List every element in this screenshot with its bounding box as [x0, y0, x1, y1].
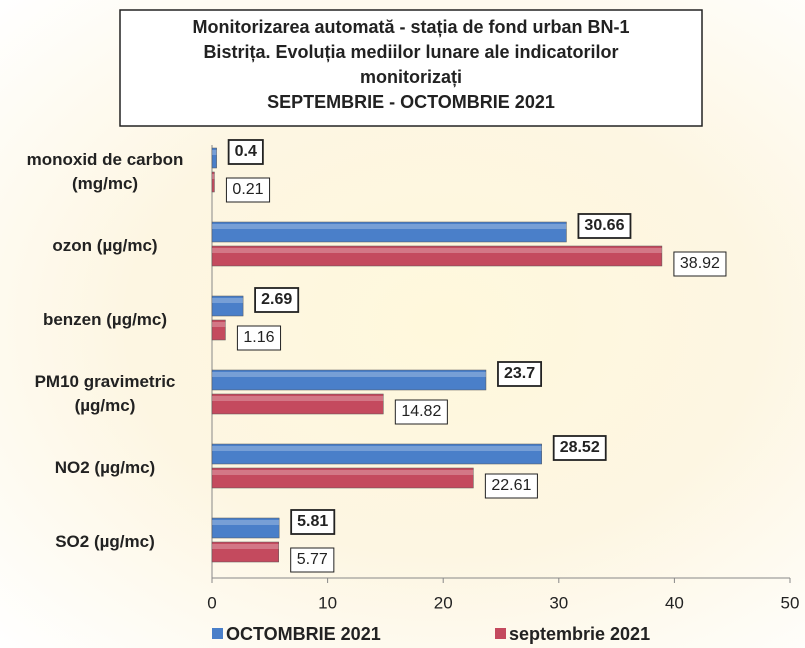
- bar: [211, 541, 279, 563]
- x-tick-label: 40: [665, 593, 684, 612]
- y-tick-label: PM10 gravimetric (µg/mc): [34, 372, 176, 415]
- bar-shine: [212, 248, 662, 253]
- data-label-box: [577, 213, 632, 239]
- y-tick-label: ozon (µg/mc): [52, 236, 158, 255]
- legend-swatch: [212, 628, 223, 639]
- bar-shine: [212, 224, 567, 229]
- legend-label: OCTOMBRIE 2021: [226, 624, 381, 644]
- x-tick-label: 0: [207, 593, 216, 612]
- x-tick-label: 50: [781, 593, 800, 612]
- data-label-box: [236, 325, 282, 351]
- bar: [211, 319, 226, 341]
- data-label: 0.4: [235, 143, 257, 160]
- data-label: 2.69: [261, 291, 292, 308]
- data-label: 30.66: [584, 217, 624, 234]
- bar-shine: [212, 322, 226, 327]
- bar-shine: [212, 446, 542, 451]
- bar: [211, 245, 663, 267]
- data-label-box: [290, 509, 336, 535]
- bar: [211, 443, 542, 465]
- bar-shine: [212, 544, 279, 549]
- bar: [211, 147, 217, 169]
- y-tick-label: SO2 (µg/mc): [55, 532, 155, 551]
- x-tick-label: 10: [318, 593, 337, 612]
- x-tick-label: 20: [434, 593, 453, 612]
- data-label: 28.52: [560, 439, 600, 456]
- data-label-box: [552, 435, 607, 461]
- bar: [211, 517, 280, 539]
- bar: [211, 467, 474, 489]
- data-label-box: [254, 287, 300, 313]
- chart-title: SEPTEMBRIE - OCTOMBRIE 2021: [267, 92, 555, 112]
- y-tick-label: NO2 (µg/mc): [54, 458, 156, 477]
- bar-shine: [212, 520, 280, 525]
- bar: [211, 171, 215, 193]
- bar: [211, 221, 567, 243]
- bar-shine: [212, 298, 244, 303]
- chart-title: Monitorizarea automată - stația de fond …: [192, 17, 629, 37]
- data-label-box: [497, 361, 543, 387]
- data-label-box: [290, 547, 335, 573]
- data-label: 5.77: [297, 551, 328, 568]
- data-label: 23.7: [504, 365, 535, 382]
- bar-shine: [212, 396, 384, 401]
- data-label-box: [673, 251, 727, 277]
- data-label: 5.81: [297, 513, 328, 530]
- data-label: 14.82: [401, 403, 441, 420]
- data-label: 22.61: [491, 477, 531, 494]
- bar: [211, 369, 487, 391]
- data-label-box: [227, 139, 264, 165]
- bar: [211, 393, 384, 415]
- bar-shine: [212, 470, 474, 475]
- legend-label: septembrie 2021: [509, 624, 650, 644]
- title-box: [119, 9, 703, 127]
- data-label-box: [394, 399, 448, 425]
- bar-shine: [212, 372, 486, 377]
- x-tick-label: 30: [549, 593, 568, 612]
- data-label-box: [484, 473, 538, 499]
- bar: [211, 295, 244, 317]
- chart-title: Bistrița. Evoluția mediilor lunare ale i…: [203, 42, 618, 62]
- legend-swatch: [495, 628, 506, 639]
- bar-shine: [212, 174, 215, 179]
- data-label: 1.16: [243, 329, 274, 346]
- data-label: 38.92: [680, 255, 720, 272]
- y-tick-label: monoxid de carbon (mg/mc): [26, 150, 184, 193]
- bar-shine: [212, 150, 217, 155]
- data-label-box: [225, 177, 271, 203]
- chart-title: monitorizați: [360, 67, 462, 87]
- y-tick-label: benzen (µg/mc): [42, 310, 168, 329]
- data-label: 0.21: [232, 181, 263, 198]
